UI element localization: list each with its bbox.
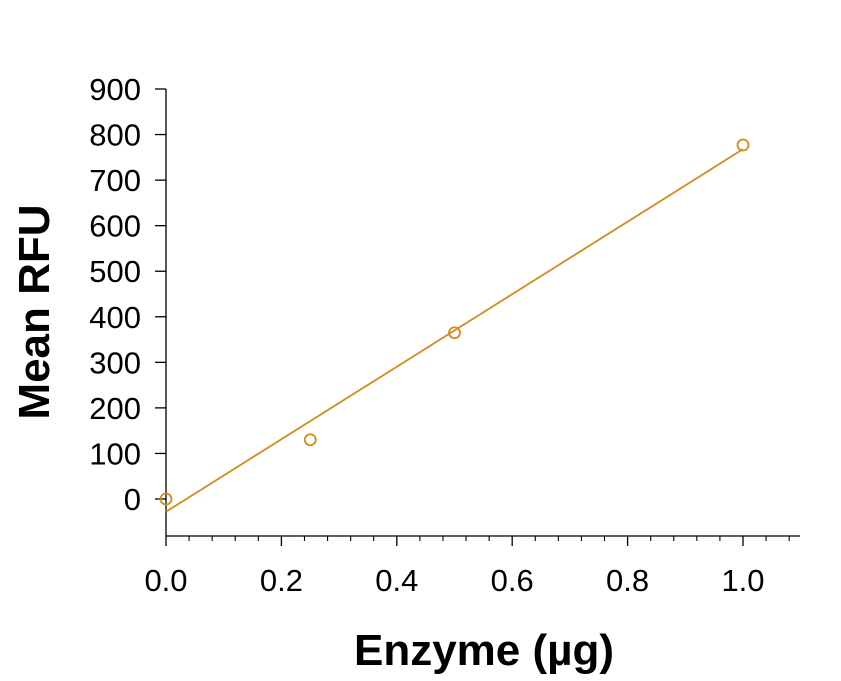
axes [155, 88, 800, 546]
data-point [448, 326, 461, 340]
x-tick-label: 1.0 [721, 563, 764, 598]
y-tick-label: 300 [89, 345, 141, 380]
y-tick-label: 100 [89, 436, 141, 471]
y-tick-label: 800 [89, 118, 141, 153]
x-axis-title: Enzyme (µg) [354, 626, 614, 675]
x-tick-label: 0.8 [606, 563, 649, 598]
y-tick-label: 700 [89, 163, 141, 198]
y-tick-label: 900 [89, 72, 141, 107]
x-tick-label: 0.2 [260, 563, 303, 598]
y-tick-label: 0 [124, 482, 141, 517]
x-tick-label: 0.0 [144, 563, 187, 598]
data-point [159, 492, 173, 506]
y-tick-label: 400 [89, 300, 141, 335]
data-point [303, 433, 317, 447]
fit-lines [165, 148, 744, 513]
data-points [159, 138, 750, 506]
tick-labels: 0 100 200 300 400 500 600 700 800 900 0.0 0.2 0.4 0.6… [89, 72, 764, 598]
y-tick-label: 200 [89, 391, 141, 426]
y-axis-title: Mean RFU [10, 204, 59, 419]
y-tick-label: 600 [89, 209, 141, 244]
x-tick-label: 0.4 [375, 563, 418, 598]
fit-line [165, 148, 744, 513]
x-tick-label: 0.6 [491, 563, 534, 598]
y-tick-label: 500 [89, 254, 141, 289]
data-point [736, 138, 750, 152]
